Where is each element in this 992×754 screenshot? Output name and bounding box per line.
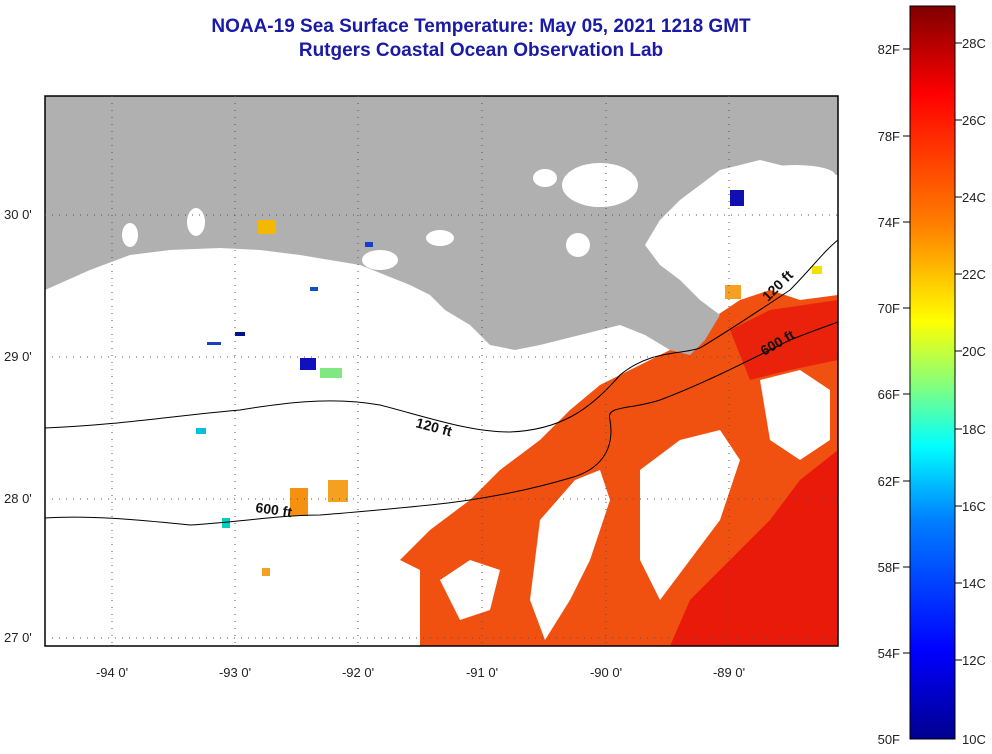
sst-blue-pixel [310, 287, 318, 291]
breton-sound [672, 226, 708, 254]
map-subtitle: Rutgers Coastal Ocean Observation Lab [298, 40, 664, 61]
cloud-gap-4 [440, 560, 500, 620]
sst-cold-pixels [730, 190, 744, 206]
graticule [45, 96, 838, 646]
colorbar-f-label: 62F [878, 474, 900, 489]
lake-pontchartrain [562, 163, 638, 207]
cloud-gap-2 [640, 430, 740, 600]
sst-orange-pixels [328, 480, 348, 502]
lat-label-28: 28 0' [4, 491, 32, 506]
sst-orange-pixel [262, 568, 270, 576]
vermilion-bay [362, 250, 398, 270]
sst-pixel-cluster [258, 220, 276, 234]
colorbar-f-label: 58F [878, 560, 900, 575]
sst-orange-pixels [725, 285, 741, 299]
cloud-gap-1 [530, 470, 610, 640]
lat-label-30: 30 0' [4, 207, 32, 222]
lon-label-92: -92 0' [342, 665, 374, 680]
colorbar [909, 5, 956, 740]
colorbar-f-label: 54F [878, 646, 900, 661]
sst-cool-pixels [320, 368, 342, 378]
contour-label-600ft: 600 ft [255, 499, 294, 520]
colorbar-c-label: 18C [962, 422, 986, 437]
atchafalaya-bay [426, 230, 454, 246]
land-mass [45, 96, 838, 355]
map-frame [44, 95, 839, 647]
sst-cold-pixel [235, 332, 245, 336]
colorbar-c-label: 28C [962, 36, 986, 51]
lon-label-91: -91 0' [466, 665, 498, 680]
sst-cyan-pixel [222, 518, 230, 528]
colorbar-c-label: 14C [962, 576, 986, 591]
colorbar-f-label: 78F [878, 129, 900, 144]
lon-label-89: -89 0' [713, 665, 745, 680]
colorbar-c-label: 16C [962, 499, 986, 514]
colorbar-c-label: 12C [962, 653, 986, 668]
lon-label-94: -94 0' [96, 665, 128, 680]
colorbar-c-label: 10C [962, 732, 986, 747]
calcasieu-lake [122, 223, 138, 247]
sst-cold-pixel [207, 342, 221, 345]
map-title: NOAA-19 Sea Surface Temperature: May 05,… [211, 16, 751, 37]
colorbar-c-label: 22C [962, 267, 986, 282]
sst-orange-pixels [290, 488, 308, 516]
colorbar-f-label: 74F [878, 215, 900, 230]
sst-hot-region [670, 450, 838, 646]
colorbar-f-label: 82F [878, 42, 900, 57]
colorbar-c-label: 26C [962, 113, 986, 128]
colorbar-f-label: 50F [878, 732, 900, 747]
colorbar-f-label: 70F [878, 301, 900, 316]
lat-label-27: 27 0' [4, 630, 32, 645]
colorbar-c-label: 24C [962, 190, 986, 205]
sabine-lake [187, 208, 205, 236]
lon-label-93: -93 0' [219, 665, 251, 680]
contour-120ft [45, 239, 838, 433]
sst-yellow-pixel [812, 266, 822, 274]
colorbar-c-label: 20C [962, 344, 986, 359]
lat-label-29: 29 0' [4, 349, 32, 364]
sst-blue-pixel [365, 242, 373, 247]
mississippi-sound [755, 165, 835, 185]
lon-label-90: -90 0' [590, 665, 622, 680]
colorbar-f-label: 66F [878, 387, 900, 402]
sst-warm-region [400, 290, 838, 646]
cloud-gap-3 [760, 370, 830, 460]
lake-salvador [566, 233, 590, 257]
lake-maurepas [533, 169, 557, 187]
colorbar-ticks [903, 42, 962, 661]
contour-600ft [45, 321, 838, 526]
sst-hot-band [730, 300, 838, 380]
sst-cyan-pixel [196, 428, 206, 434]
sst-cold-pixels [300, 358, 316, 370]
